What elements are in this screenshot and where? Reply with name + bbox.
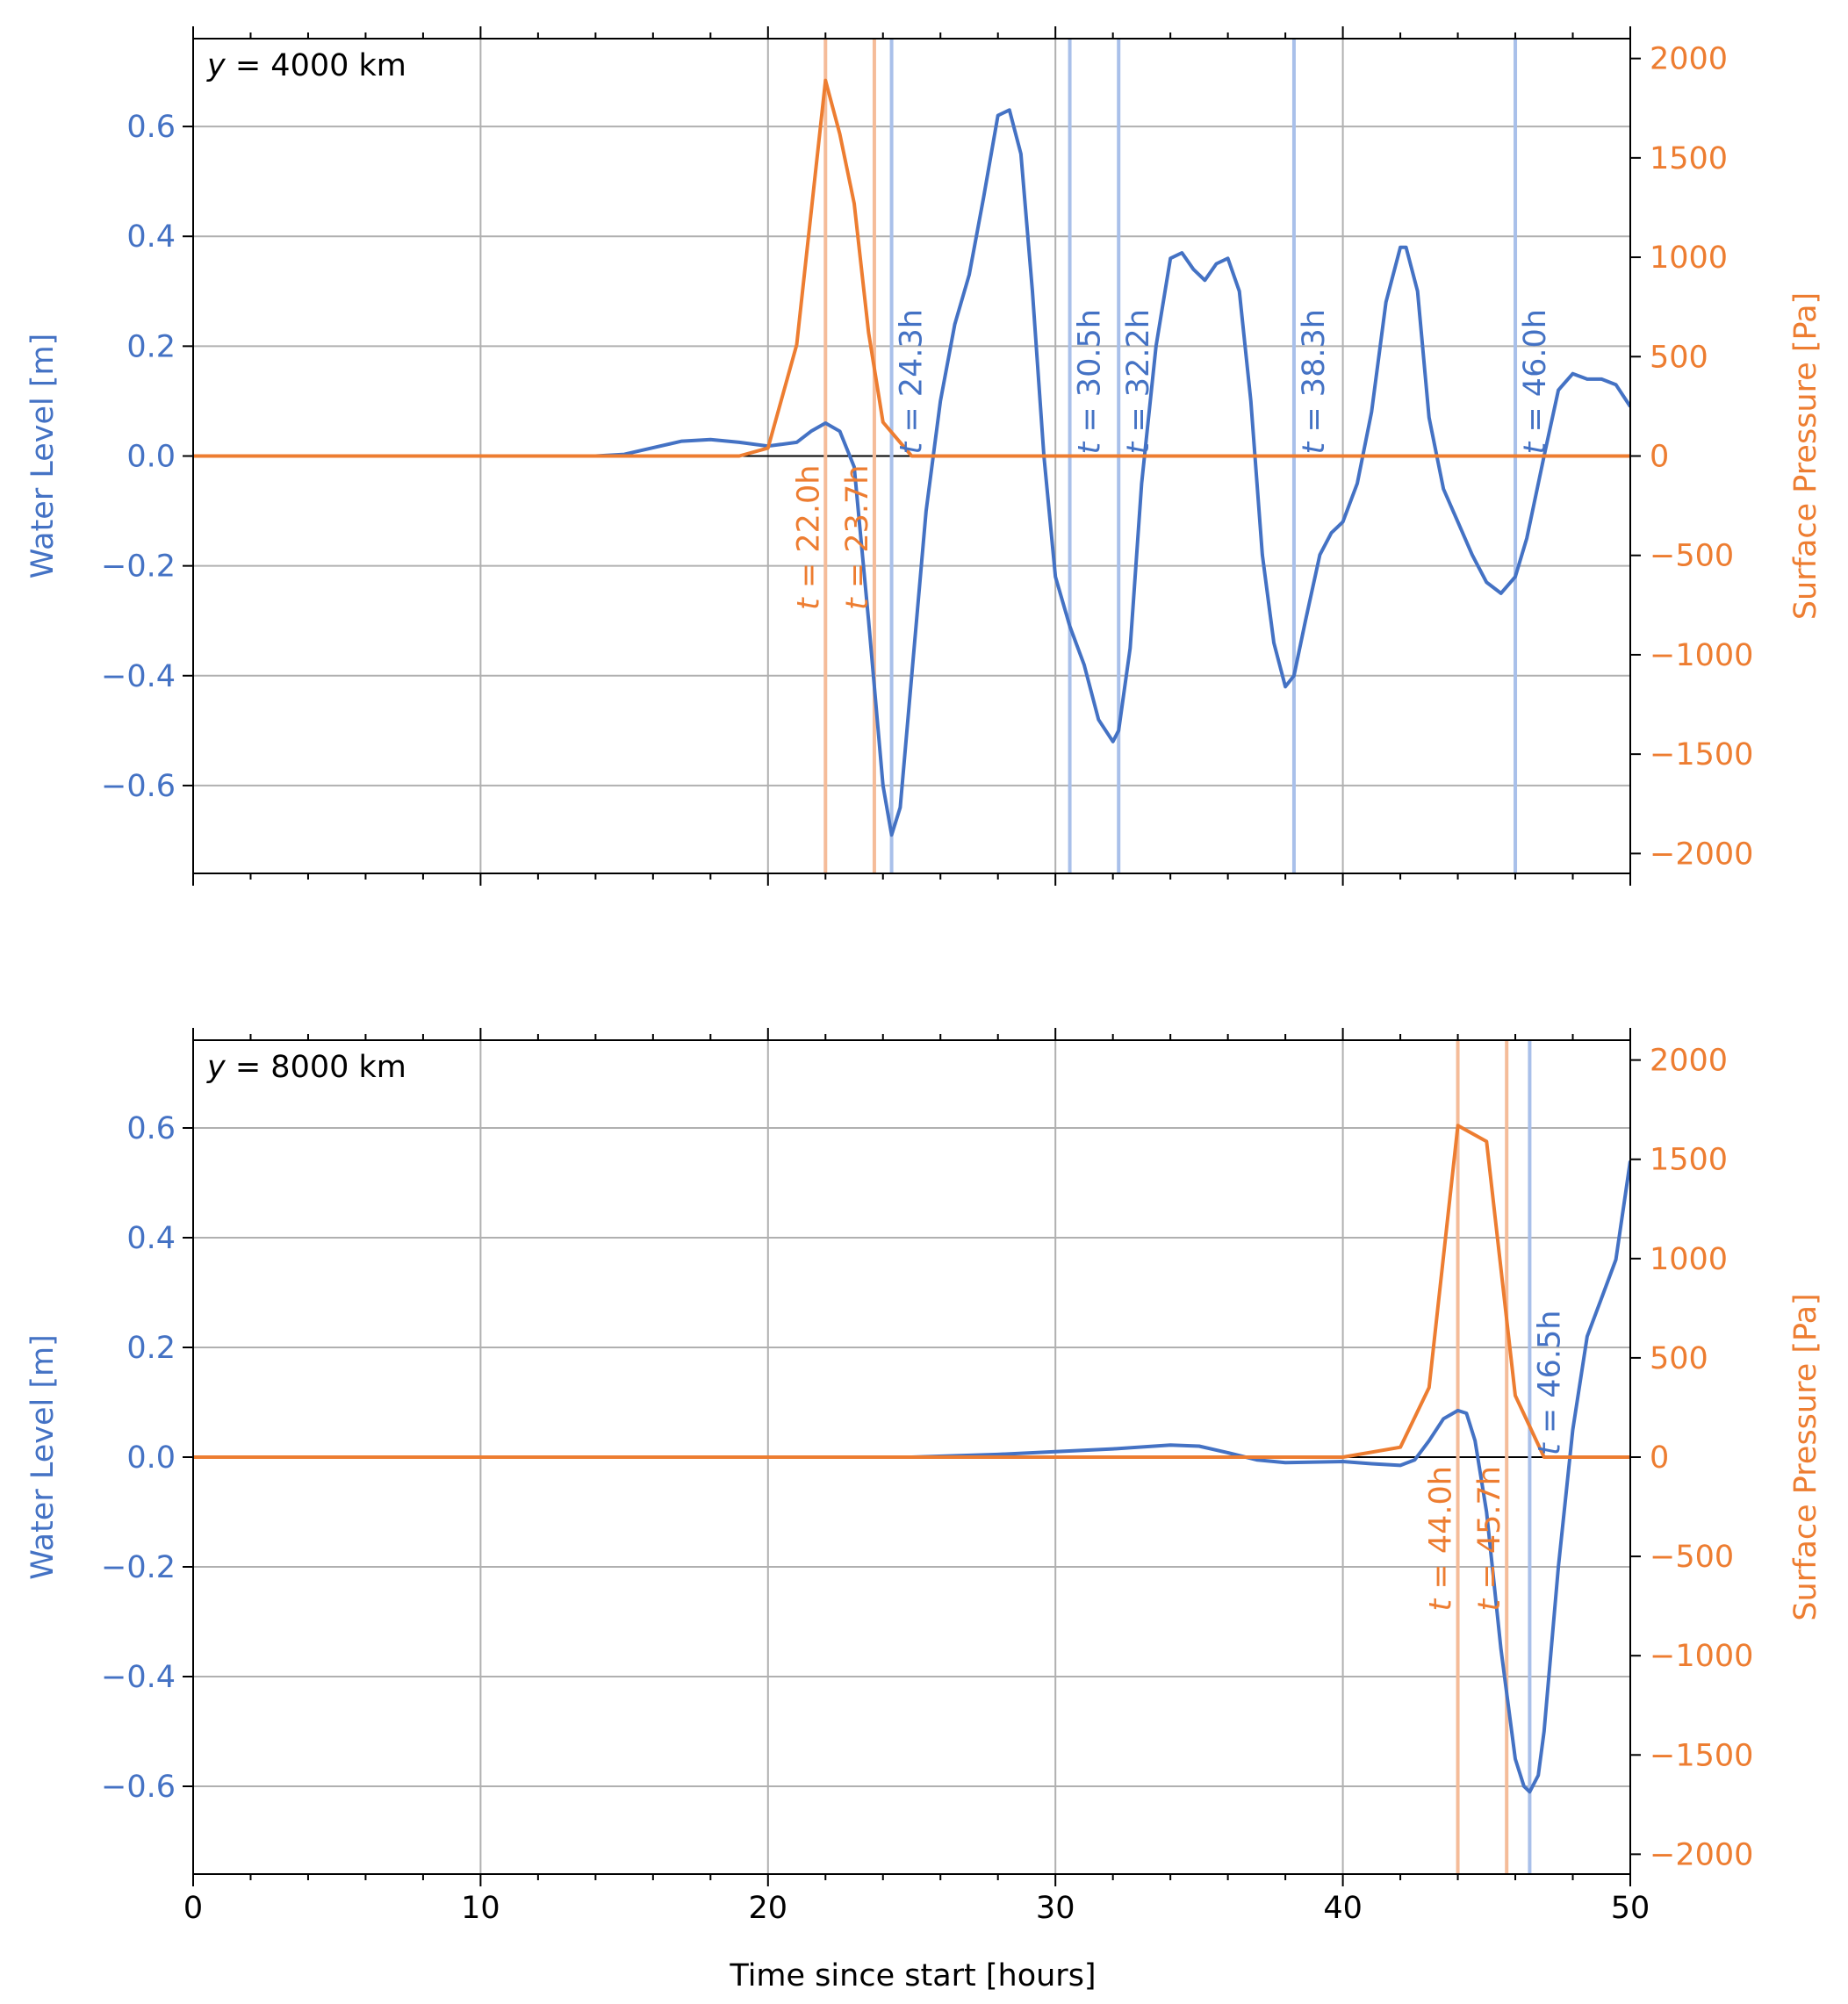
left-tick-label: −0.4 [101, 659, 176, 694]
event-label: t = 38.3h [1297, 309, 1332, 454]
right-tick-label: −1000 [1650, 638, 1753, 673]
left-tick-label: −0.6 [101, 1770, 176, 1805]
left-tick-label: 0.2 [126, 329, 176, 364]
surface-pressure-series [193, 1124, 1630, 1459]
left-tick-label: 0.4 [126, 1221, 176, 1256]
water-level-series [193, 1160, 1630, 1794]
left-tick-label: 0.6 [126, 110, 176, 145]
panel-2: t = 44.0h t = 45.7h t = 46.5h 0 10 20 30 40 50 −0… [25, 1028, 1823, 1926]
right-tick-label: 0 [1650, 1440, 1669, 1476]
right-tick-label: 500 [1650, 340, 1708, 375]
x-tick-label: 0 [183, 1891, 203, 1926]
x-tick-label: 20 [749, 1891, 788, 1926]
event-label: t = 44.0h [1424, 1466, 1459, 1611]
x-axis-label: Time since start [hours] [729, 1958, 1096, 1993]
left-tick-label: 0.2 [126, 1331, 176, 1366]
x-tick-label: 50 [1611, 1891, 1650, 1926]
right-tick-label: −500 [1650, 1540, 1734, 1575]
right-tick-label: −500 [1650, 539, 1734, 574]
right-tick-label: 0 [1650, 440, 1669, 475]
right-tick-label: −1500 [1650, 1738, 1753, 1773]
x-tick-label: 40 [1323, 1891, 1363, 1926]
right-tick-label: −2000 [1650, 1837, 1753, 1872]
right-tick-label: 2000 [1650, 42, 1728, 77]
left-tick-label: 0.0 [126, 1440, 176, 1476]
event-label: t = 46.0h [1518, 309, 1553, 454]
left-tick-label: −0.6 [101, 769, 176, 804]
left-tick-label: 0.0 [126, 440, 176, 475]
left-tick-label: −0.2 [101, 1550, 176, 1585]
event-label: t = 32.2h [1121, 309, 1156, 454]
event-label: t = 24.3h [895, 309, 930, 454]
right-tick-label: 500 [1650, 1341, 1708, 1376]
right-tick-label: 2000 [1650, 1044, 1728, 1079]
event-label: t = 22.0h [791, 465, 826, 610]
right-tick-label: 1500 [1650, 1143, 1728, 1178]
water-level-series [193, 108, 1630, 837]
left-tick-label: −0.2 [101, 549, 176, 585]
left-tick-label: 0.4 [126, 219, 176, 255]
event-label: t = 46.5h [1532, 1311, 1567, 1455]
panel-1: t = 22.0h t = 23.7h t = 24.3h t = 30.5h t = … [25, 26, 1823, 886]
event-label: t = 45.7h [1472, 1466, 1507, 1611]
right-tick-label: −2000 [1650, 837, 1753, 872]
panel-label: y = 4000 km [206, 48, 406, 83]
x-tick-label: 10 [461, 1891, 500, 1926]
right-tick-label: −1500 [1650, 737, 1753, 772]
right-tick-label: 1500 [1650, 141, 1728, 176]
right-tick-label: 1000 [1650, 1242, 1728, 1277]
x-tick-label: 30 [1036, 1891, 1075, 1926]
right-axis-label: Surface Pressure [Pa] [1788, 292, 1823, 620]
panel-label: y = 8000 km [206, 1050, 406, 1085]
left-axis-label: Water Level [m] [25, 334, 61, 579]
left-tick-label: −0.4 [101, 1660, 176, 1695]
left-tick-label: 0.6 [126, 1111, 176, 1146]
event-label: t = 23.7h [840, 465, 875, 610]
left-axis-label: Water Level [m] [25, 1334, 61, 1580]
right-tick-label: 1000 [1650, 241, 1728, 276]
event-label: t = 30.5h [1073, 309, 1108, 454]
right-axis-label: Surface Pressure [Pa] [1788, 1293, 1823, 1620]
surface-pressure-series [193, 78, 1630, 458]
right-tick-label: −1000 [1650, 1639, 1753, 1674]
